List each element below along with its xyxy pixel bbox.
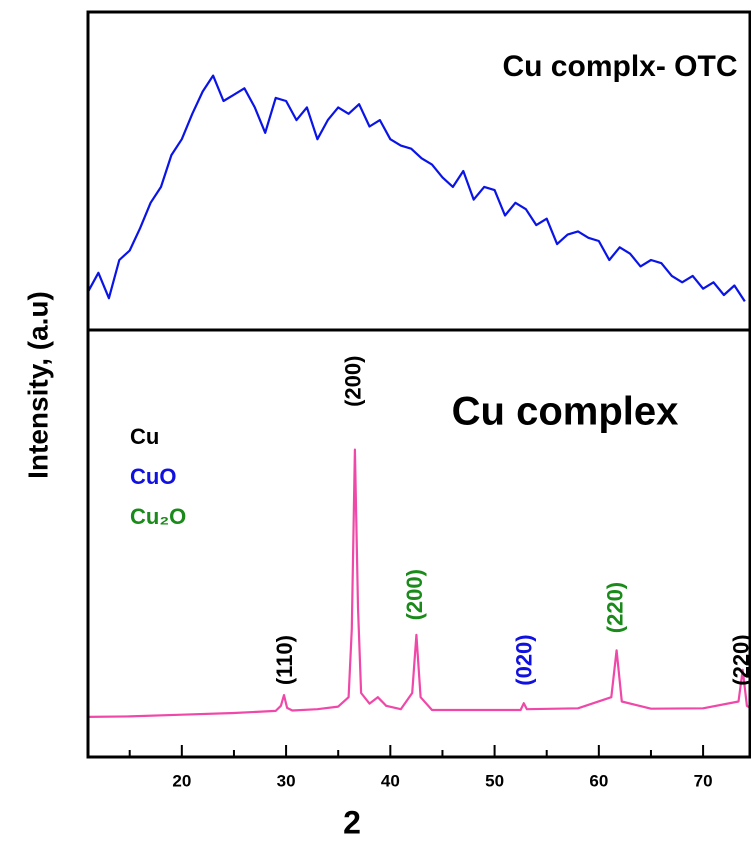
peak-label: (220) [729,634,751,685]
x-axis-label: 2 [343,804,361,840]
x-tick-label: 60 [589,771,608,790]
panel-title: Cu complex [452,390,679,434]
phase-label: CuO [130,464,176,489]
peak-label: (110) [272,635,297,685]
y-axis-label: Intensity, (a.u) [22,291,53,479]
x-tick-label: 40 [381,771,400,790]
x-tick-label: 20 [172,771,191,790]
x-tick-label: 70 [694,771,713,790]
data-line [87,448,751,718]
x-tick-label: 30 [277,771,296,790]
phase-label: Cu [130,424,159,449]
peak-label: (220) [602,582,627,633]
data-line [87,74,746,303]
peak-label: (200) [402,569,427,620]
phase-label: Cu₂O [130,504,186,529]
x-tick-label: 50 [485,771,504,790]
peak-label: (020) [512,634,537,685]
peak-label: (200) [341,356,366,407]
panel-title: Cu complx- OTC [502,50,737,83]
plot-frame [86,328,751,759]
